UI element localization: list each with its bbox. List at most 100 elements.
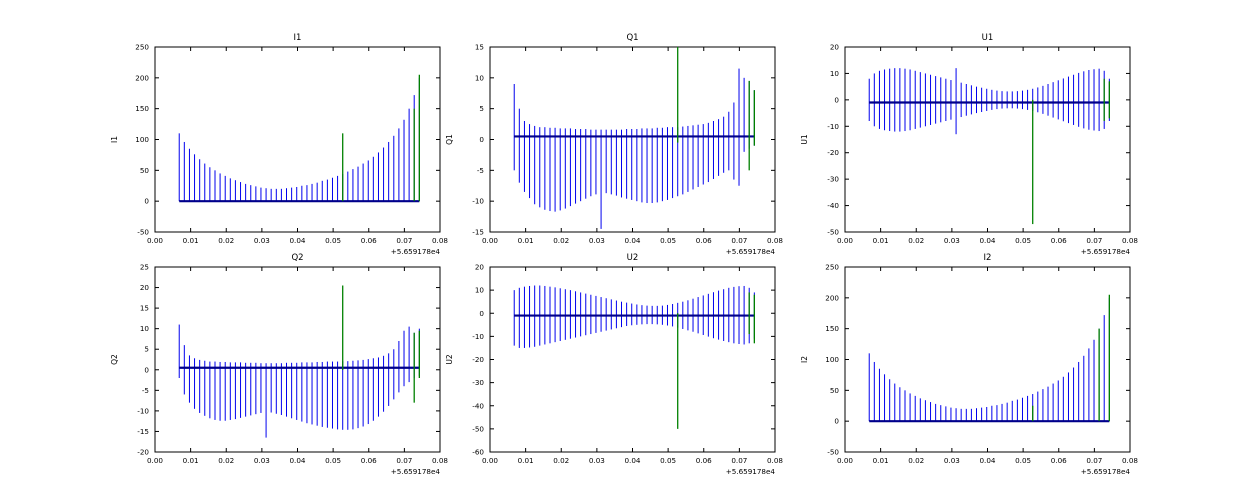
subplot-Q2: Q2 Q2 0.00 0.01 0.02 0.03 0.04 0.05 0.06 0.07 0.08… <box>110 253 448 476</box>
subplot-Q1: Q1 Q1 0.00 0.01 0.02 0.03 0.04 0.05 0.06 0.07 0.08… <box>445 33 783 256</box>
y-tick-label: -40 <box>472 401 484 410</box>
y-tick-label: -60 <box>472 448 484 457</box>
x-tick-label: 0.05 <box>325 456 341 465</box>
x-tick-label: 0.06 <box>696 456 712 465</box>
y-axis-label: U2 <box>445 354 454 364</box>
x-tick-label: 0.08 <box>432 236 448 245</box>
x-tick-label: 0.03 <box>589 456 605 465</box>
x-tick-label: 0.08 <box>1122 236 1138 245</box>
y-tick-label: 50 <box>830 386 840 395</box>
x-offset-label: +5.659178e4 <box>726 247 776 256</box>
plot-title: U1 <box>982 33 994 43</box>
plot-title: Q1 <box>626 33 638 43</box>
x-tick-label: 0.05 <box>325 236 341 245</box>
subplot-U1: U1 U1 0.00 0.01 0.02 0.03 0.04 0.05 0.06 0.07 0.08… <box>800 33 1138 256</box>
y-tick-label: -10 <box>472 332 484 341</box>
y-tick-label: 250 <box>135 43 149 52</box>
x-tick-label: 0.02 <box>553 236 569 245</box>
y-tick-label: 150 <box>135 104 149 113</box>
x-tick-label: 0.07 <box>396 456 412 465</box>
subplot-I1: I1 I1 0.00 0.01 0.02 0.03 0.04 0.05 0.06 0.07 0.08… <box>110 33 448 256</box>
x-tick-label: 0.00 <box>837 456 853 465</box>
x-tick-label: 0.08 <box>767 456 783 465</box>
y-tick-label: 250 <box>825 263 839 272</box>
plot-title: I1 <box>294 33 302 43</box>
y-tick-label: 10 <box>140 324 150 333</box>
y-tick-label: -20 <box>827 148 839 157</box>
y-tick-label: -30 <box>472 378 484 387</box>
x-tick-label: 0.00 <box>837 236 853 245</box>
x-tick-label: 0.06 <box>1051 456 1067 465</box>
x-tick-label: 0.08 <box>432 456 448 465</box>
x-tick-label: 0.04 <box>289 456 305 465</box>
y-axis-label: I2 <box>800 356 809 363</box>
x-tick-label: 0.02 <box>218 236 234 245</box>
x-tick-label: 0.01 <box>183 456 199 465</box>
x-tick-label: 0.07 <box>396 236 412 245</box>
axes-frame <box>844 46 1131 233</box>
y-tick-label: 10 <box>475 286 485 295</box>
y-tick-label: -15 <box>472 228 484 237</box>
axes-frame <box>844 266 1131 453</box>
y-tick-label: 5 <box>144 345 149 354</box>
x-tick-label: 0.04 <box>289 236 305 245</box>
y-tick-label: 15 <box>140 304 149 313</box>
x-tick-label: 0.06 <box>361 236 377 245</box>
y-tick-label: 0 <box>479 309 484 318</box>
x-tick-label: 0.01 <box>873 236 889 245</box>
x-tick-label: 0.07 <box>1086 236 1102 245</box>
y-tick-label: -40 <box>827 201 839 210</box>
x-tick-label: 0.01 <box>873 456 889 465</box>
y-tick-label: -30 <box>827 175 839 184</box>
y-tick-label: -10 <box>472 197 484 206</box>
x-tick-label: 0.06 <box>1051 236 1067 245</box>
subplot-I2: I2 I2 0.00 0.01 0.02 0.03 0.04 0.05 0.06 0.07 0.08… <box>800 253 1138 476</box>
plot-title: Q2 <box>291 253 303 263</box>
x-tick-label: 0.02 <box>218 456 234 465</box>
x-tick-label: 0.00 <box>482 236 498 245</box>
y-tick-label: 100 <box>135 135 149 144</box>
y-tick-label: 0 <box>144 365 149 374</box>
y-tick-label: 150 <box>825 324 839 333</box>
y-tick-label: -10 <box>137 406 149 415</box>
x-tick-label: 0.03 <box>589 236 605 245</box>
y-tick-label: 0 <box>144 197 149 206</box>
x-tick-label: 0.08 <box>767 236 783 245</box>
y-tick-label: -20 <box>472 355 484 364</box>
y-tick-label: 0 <box>834 95 839 104</box>
x-tick-label: 0.05 <box>660 236 676 245</box>
y-tick-label: -5 <box>477 166 484 175</box>
x-tick-label: 0.08 <box>1122 456 1138 465</box>
x-tick-label: 0.05 <box>660 456 676 465</box>
x-tick-label: 0.04 <box>979 456 995 465</box>
y-tick-label: 20 <box>830 43 840 52</box>
x-tick-label: 0.03 <box>254 236 270 245</box>
y-tick-label: -20 <box>137 448 149 457</box>
subplot-U2: U2 U2 0.00 0.01 0.02 0.03 0.04 0.05 0.06 0.07 0.08… <box>445 253 783 476</box>
y-axis-label: I1 <box>110 136 119 143</box>
y-tick-label: -10 <box>827 122 839 131</box>
axes-frame <box>489 46 776 233</box>
x-tick-label: 0.05 <box>1015 456 1031 465</box>
y-tick-label: -50 <box>137 228 149 237</box>
x-tick-label: 0.06 <box>696 236 712 245</box>
axes-frame <box>489 266 776 453</box>
y-tick-label: -50 <box>472 424 484 433</box>
y-tick-label: 200 <box>135 73 149 82</box>
plot-title: U2 <box>627 253 639 263</box>
x-tick-label: 0.00 <box>147 236 163 245</box>
x-offset-label: +5.659178e4 <box>391 467 441 476</box>
y-tick-label: 200 <box>825 293 839 302</box>
x-tick-label: 0.07 <box>731 236 747 245</box>
axes-frame <box>154 266 441 453</box>
x-tick-label: 0.06 <box>361 456 377 465</box>
y-tick-label: -50 <box>827 228 839 237</box>
y-tick-label: 15 <box>475 43 484 52</box>
x-tick-label: 0.02 <box>553 456 569 465</box>
x-tick-label: 0.03 <box>944 456 960 465</box>
x-tick-label: 0.02 <box>908 236 924 245</box>
y-tick-label: 50 <box>140 166 150 175</box>
y-tick-label: 10 <box>830 69 840 78</box>
